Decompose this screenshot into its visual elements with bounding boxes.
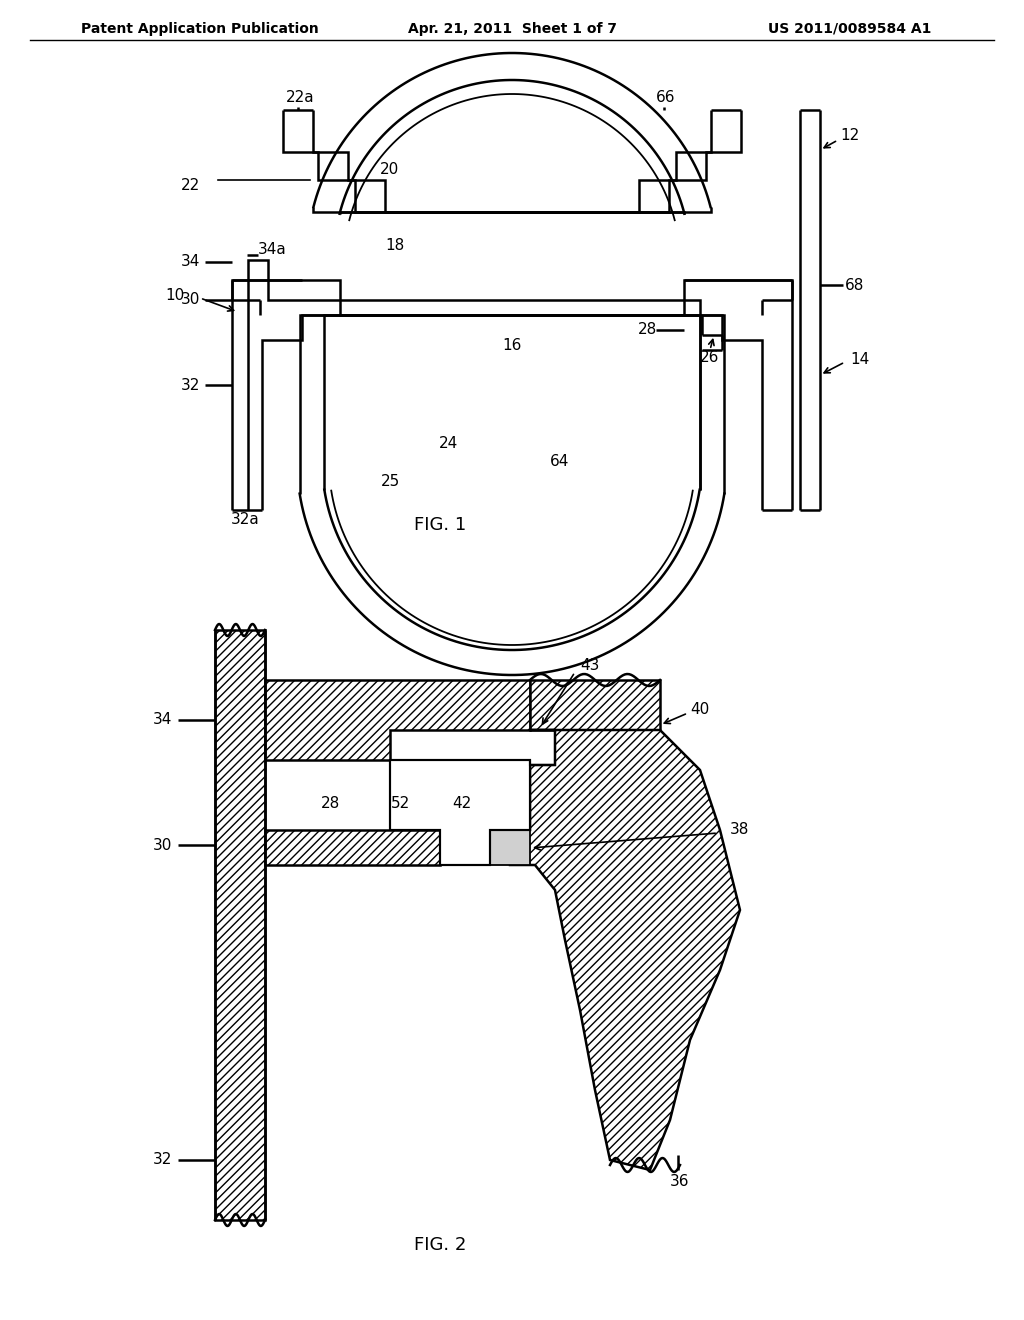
Polygon shape — [490, 830, 530, 865]
Text: 38: 38 — [730, 822, 750, 837]
Polygon shape — [215, 630, 265, 1220]
Text: 16: 16 — [503, 338, 521, 352]
Text: 34a: 34a — [258, 243, 287, 257]
Text: FIG. 2: FIG. 2 — [414, 1236, 466, 1254]
Text: 10: 10 — [166, 288, 185, 302]
Text: 30: 30 — [180, 293, 200, 308]
Text: 36: 36 — [671, 1175, 690, 1189]
Text: 66: 66 — [656, 91, 676, 106]
Text: 34: 34 — [153, 713, 172, 727]
Polygon shape — [530, 680, 660, 730]
Text: 32: 32 — [153, 1152, 172, 1167]
Text: Apr. 21, 2011  Sheet 1 of 7: Apr. 21, 2011 Sheet 1 of 7 — [408, 22, 616, 36]
Text: 20: 20 — [380, 162, 399, 177]
Text: 52: 52 — [390, 796, 410, 810]
Text: Patent Application Publication: Patent Application Publication — [81, 22, 318, 36]
Polygon shape — [510, 730, 740, 1170]
Text: 22a: 22a — [286, 91, 314, 106]
Text: 28: 28 — [321, 796, 340, 810]
Text: 25: 25 — [380, 474, 399, 490]
Text: 32: 32 — [180, 378, 200, 392]
Text: 22: 22 — [181, 177, 200, 193]
Polygon shape — [265, 830, 440, 865]
Text: 12: 12 — [840, 128, 859, 143]
Text: 28: 28 — [638, 322, 657, 338]
Text: 40: 40 — [690, 702, 710, 718]
Text: 26: 26 — [700, 350, 720, 364]
Text: 30: 30 — [153, 837, 172, 853]
Text: 18: 18 — [385, 238, 404, 252]
Text: 42: 42 — [453, 796, 472, 810]
Polygon shape — [390, 760, 530, 865]
Text: 14: 14 — [850, 352, 869, 367]
Text: FIG. 1: FIG. 1 — [414, 516, 466, 535]
Polygon shape — [265, 680, 530, 760]
Text: 32a: 32a — [230, 512, 259, 528]
Text: 24: 24 — [438, 436, 458, 450]
Text: 64: 64 — [550, 454, 569, 470]
Text: US 2011/0089584 A1: US 2011/0089584 A1 — [768, 22, 932, 36]
Text: 34: 34 — [180, 255, 200, 269]
Text: 43: 43 — [581, 657, 600, 672]
Text: 68: 68 — [845, 277, 864, 293]
